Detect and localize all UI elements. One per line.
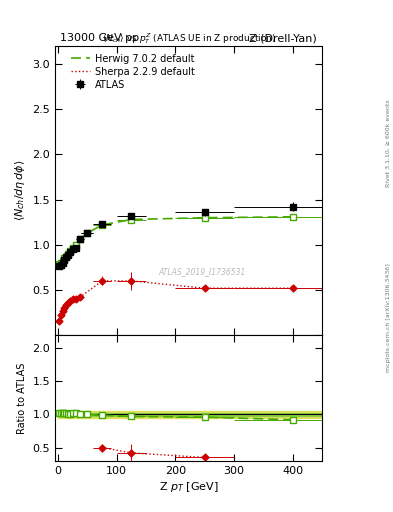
- Sherpa 2.2.9 default: [70, 296, 75, 302]
- Line: Sherpa 2.2.9 default: Sherpa 2.2.9 default: [59, 281, 293, 321]
- Herwig 7.0.2 default: [62, 255, 67, 262]
- Sherpa 2.2.9 default: [73, 296, 78, 302]
- Herwig 7.0.2 default: [85, 230, 90, 236]
- Sherpa 2.2.9 default: [62, 305, 67, 311]
- X-axis label: Z $p_T$ [GeV]: Z $p_T$ [GeV]: [159, 480, 219, 494]
- Herwig 7.0.2 default: [59, 260, 63, 266]
- Sherpa 2.2.9 default: [78, 294, 83, 300]
- Text: 13000 GeV pp: 13000 GeV pp: [61, 33, 140, 43]
- Herwig 7.0.2 default: [129, 217, 134, 223]
- Text: ATLAS_2019_I1736531: ATLAS_2019_I1736531: [158, 267, 246, 276]
- Herwig 7.0.2 default: [64, 253, 68, 260]
- Sherpa 2.2.9 default: [64, 302, 68, 308]
- Sherpa 2.2.9 default: [67, 298, 72, 304]
- Text: mcplots.cern.ch [arXiv:1306.3436]: mcplots.cern.ch [arXiv:1306.3436]: [386, 263, 391, 372]
- Herwig 7.0.2 default: [70, 244, 75, 250]
- Herwig 7.0.2 default: [100, 222, 105, 228]
- Legend: Herwig 7.0.2 default, Sherpa 2.2.9 default, ATLAS: Herwig 7.0.2 default, Sherpa 2.2.9 defau…: [71, 54, 195, 90]
- Sherpa 2.2.9 default: [129, 278, 134, 284]
- Text: Z (Drell-Yan): Z (Drell-Yan): [249, 33, 317, 43]
- Sherpa 2.2.9 default: [202, 285, 207, 291]
- Herwig 7.0.2 default: [60, 258, 65, 264]
- Sherpa 2.2.9 default: [60, 308, 65, 314]
- Sherpa 2.2.9 default: [57, 317, 61, 324]
- Y-axis label: Ratio to ATLAS: Ratio to ATLAS: [17, 362, 27, 434]
- Line: Herwig 7.0.2 default: Herwig 7.0.2 default: [59, 217, 293, 264]
- Herwig 7.0.2 default: [73, 242, 78, 248]
- Sherpa 2.2.9 default: [290, 285, 295, 291]
- Sherpa 2.2.9 default: [66, 300, 70, 306]
- Sherpa 2.2.9 default: [100, 278, 105, 284]
- Herwig 7.0.2 default: [67, 248, 72, 254]
- Y-axis label: $\langle N_{ch}/d\eta\, d\phi\rangle$: $\langle N_{ch}/d\eta\, d\phi\rangle$: [13, 160, 27, 221]
- Herwig 7.0.2 default: [66, 251, 70, 257]
- Title: $\langle N_{ch}\rangle$ vs $p_T^Z$ (ATLAS UE in Z production): $\langle N_{ch}\rangle$ vs $p_T^Z$ (ATLA…: [101, 31, 276, 46]
- Herwig 7.0.2 default: [202, 215, 207, 221]
- Herwig 7.0.2 default: [290, 214, 295, 220]
- Text: Rivet 3.1.10, ≥ 600k events: Rivet 3.1.10, ≥ 600k events: [386, 99, 391, 187]
- Herwig 7.0.2 default: [57, 261, 61, 267]
- Sherpa 2.2.9 default: [59, 312, 63, 318]
- Herwig 7.0.2 default: [78, 237, 83, 243]
